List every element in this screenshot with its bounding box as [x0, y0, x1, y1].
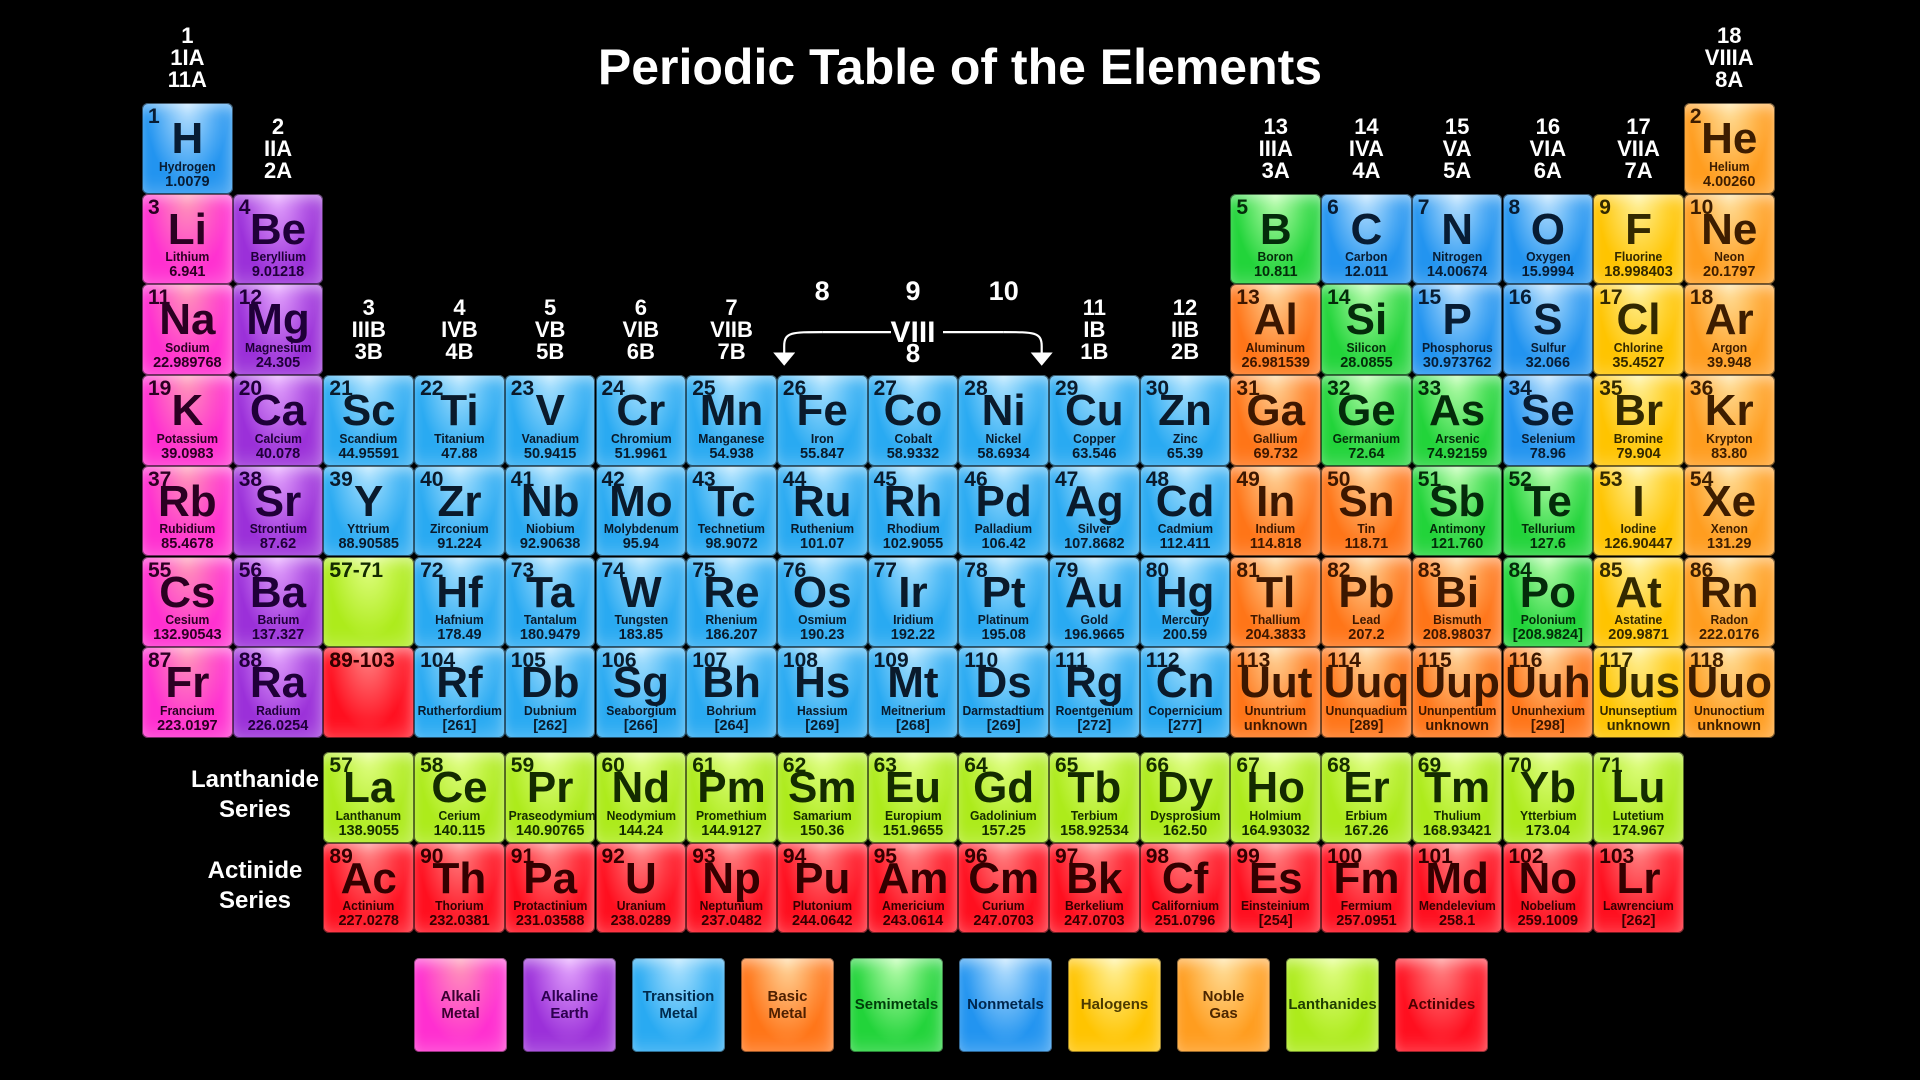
- svg-text:8: 8: [906, 338, 920, 368]
- svg-text:9: 9: [905, 276, 920, 306]
- svg-text:8: 8: [815, 276, 830, 306]
- svg-text:10: 10: [989, 276, 1019, 306]
- svg-text:VIII: VIII: [890, 316, 935, 349]
